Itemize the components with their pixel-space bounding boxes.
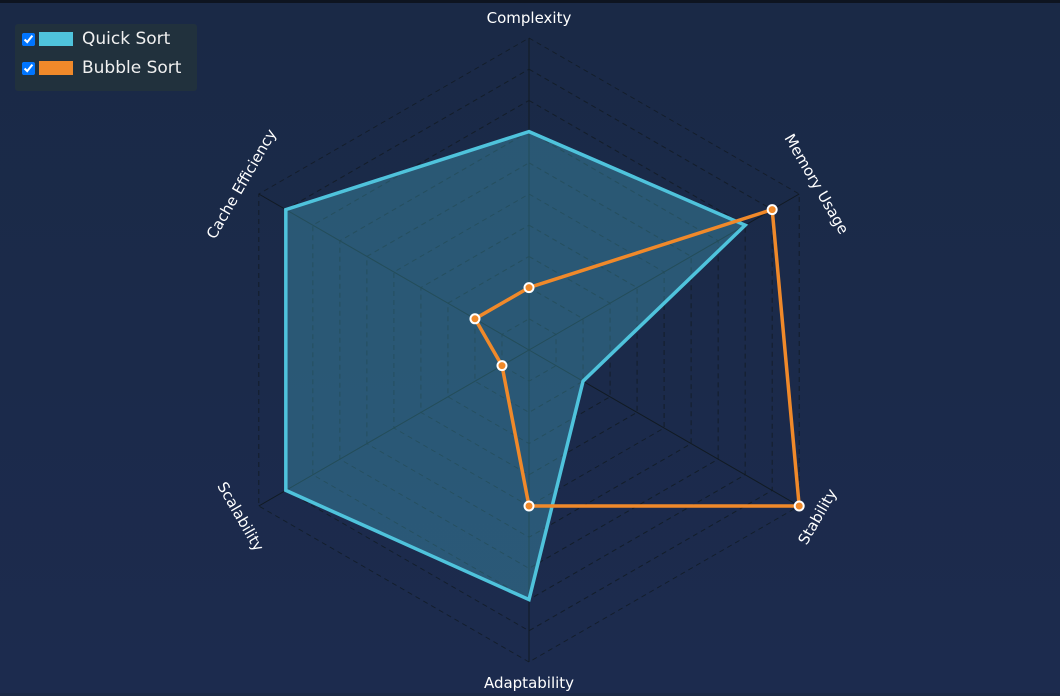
data-point — [469, 313, 481, 325]
legend-label: Quick Sort — [82, 29, 171, 49]
legend-item[interactable]: Quick Sort — [15, 25, 197, 53]
axis-label: Adaptability — [484, 674, 574, 692]
series-area — [284, 129, 749, 603]
legend-swatch — [39, 61, 73, 75]
axis-spoke — [258, 349, 530, 507]
axis-label: Memory Usage — [781, 131, 853, 237]
data-point — [766, 204, 778, 216]
legend-label: Bubble Sort — [82, 58, 182, 78]
axis-label: Scalability — [213, 479, 267, 555]
axis-spoke — [528, 349, 800, 507]
data-point — [496, 360, 508, 372]
axis-label: Stability — [794, 485, 840, 547]
legend-item[interactable]: Bubble Sort — [15, 54, 197, 82]
data-point — [523, 282, 535, 294]
data-point — [793, 500, 805, 512]
legend-checkbox[interactable] — [22, 61, 35, 75]
chart: Complexity Memory Usage Stability Adaptabil… — [203, 9, 853, 692]
axis-spoke — [528, 193, 800, 351]
axis-label: Complexity — [487, 9, 572, 27]
legend: Quick Sort Bubble Sort — [15, 24, 197, 91]
legend-swatch — [39, 32, 73, 46]
axis-spoke — [258, 193, 530, 351]
data-point — [523, 500, 535, 512]
legend-checkbox[interactable] — [22, 32, 35, 46]
axis-label: Cache Efficiency — [203, 126, 280, 242]
